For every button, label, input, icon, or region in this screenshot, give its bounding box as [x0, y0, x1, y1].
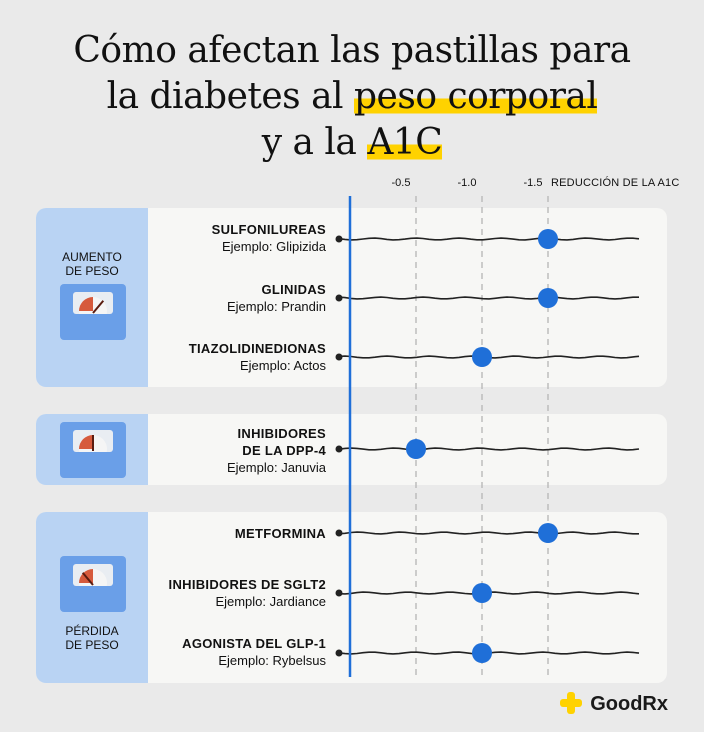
tick-label: -1.0: [457, 177, 477, 189]
row-label-metformina: METFORMINA: [234, 526, 326, 541]
row-label-sulfonilureas: SULFONILUREAS Ejemplo: Glipizida: [211, 222, 326, 254]
tick-label: -1.5: [523, 177, 543, 189]
row-start-dot: [335, 294, 343, 302]
data-point-metformina: [538, 523, 558, 543]
scale-up-icon: [60, 284, 126, 340]
group-neutral: [36, 414, 667, 485]
page-title: Cómo afectan las pastillas para la diabe…: [0, 28, 704, 166]
row-start-dot: [335, 589, 343, 597]
data-point-inhibidores-de-sglt2: [472, 583, 492, 603]
scale-neutral-icon: [60, 422, 126, 478]
title-line2-pre: la diabetes al: [106, 76, 354, 117]
row-line: [338, 237, 640, 241]
group-label: PÉRDIDA DE PESO: [65, 624, 119, 652]
row-label-glp1: AGONISTA DEL GLP-1 Ejemplo: Rybelsus: [182, 636, 326, 668]
title-line1: Cómo afectan las pastillas para: [73, 30, 631, 71]
title-line3-pre: y a la: [261, 122, 368, 163]
row-start-dot: [335, 649, 343, 657]
brand-name: GoodRx: [590, 693, 668, 715]
plus-logo-icon: [560, 692, 582, 714]
row-line: [338, 531, 639, 535]
row-start-dot: [335, 353, 343, 361]
x-axis-label: REDUCCIÓN DE LA A1C: [551, 177, 680, 189]
data-point-agonista-del-glp-1: [472, 643, 492, 663]
data-point-sulfonilureas: [538, 229, 558, 249]
data-point-tiazolidinedionas: [472, 347, 492, 367]
row-label-glinidas: GLINIDAS Ejemplo: Prandin: [227, 282, 326, 314]
scale-down-icon: [60, 556, 126, 612]
data-point-inhibidores: [406, 439, 426, 459]
row-label-dpp4: INHIBIDORES DE LA DPP-4 Ejemplo: Januvia: [227, 426, 326, 475]
group-label: AUMENTO DE PESO: [62, 250, 122, 278]
title-highlight-weight: peso corporal: [354, 76, 598, 117]
row-line: [338, 447, 640, 451]
data-point-glinidas: [538, 288, 558, 308]
row-label-tiazolidinedionas: TIAZOLIDINEDIONAS Ejemplo: Actos: [188, 341, 326, 373]
row-start-dot: [335, 529, 343, 537]
row-start-dot: [335, 445, 343, 453]
row-label-sglt2: INHIBIDORES DE SGLT2 Ejemplo: Jardiance: [168, 577, 326, 609]
row-start-dot: [335, 235, 343, 243]
tick-label: -0.5: [391, 177, 411, 189]
title-highlight-a1c: A1C: [367, 122, 443, 163]
row-line: [338, 296, 639, 300]
